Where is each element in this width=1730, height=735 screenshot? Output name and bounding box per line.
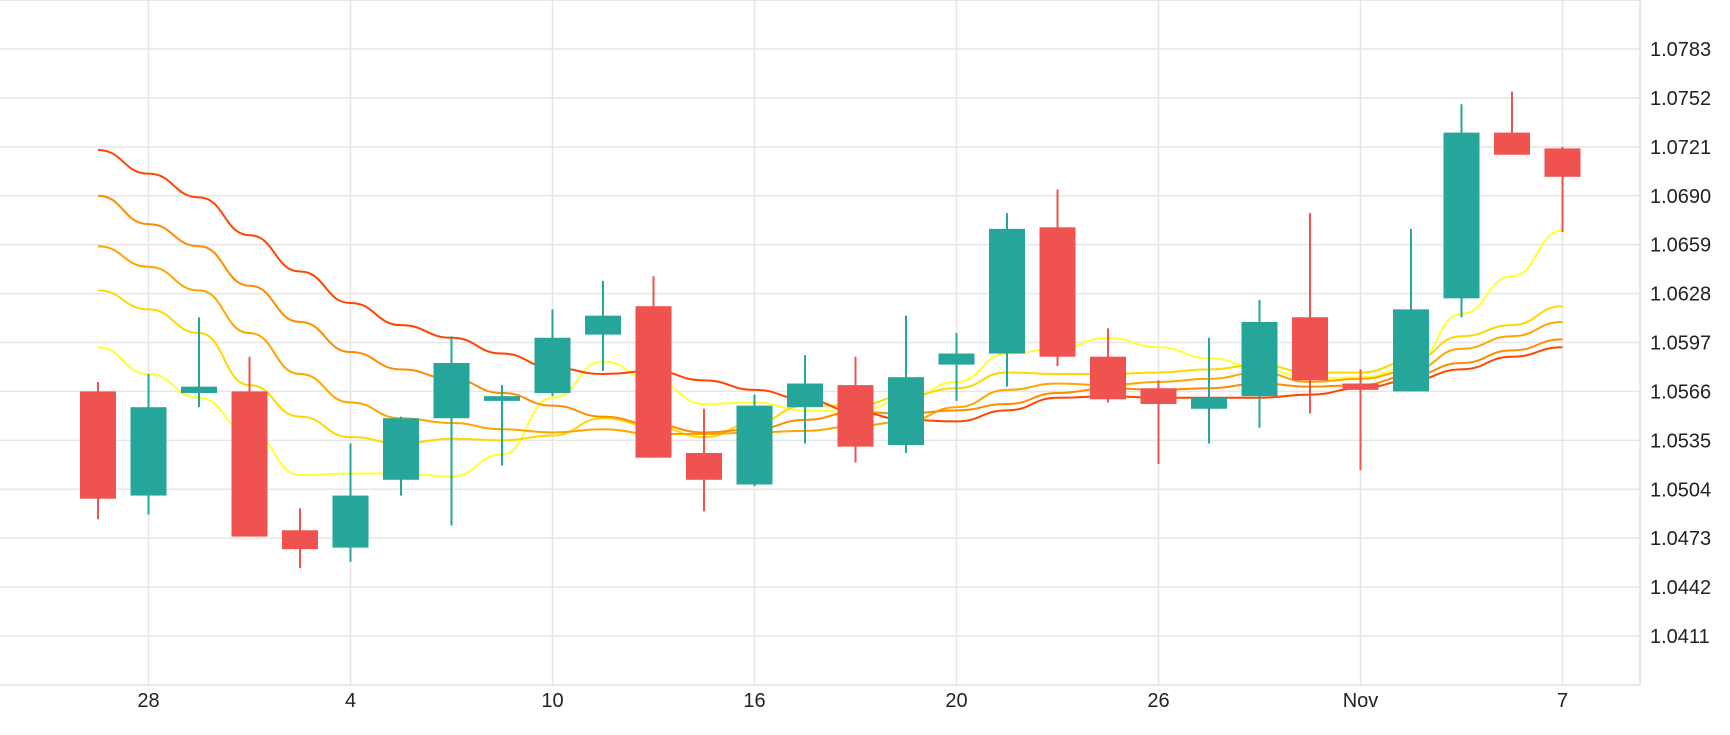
candle	[1140, 380, 1177, 465]
candle	[888, 315, 924, 453]
candle-body	[282, 530, 318, 550]
candle	[585, 280, 621, 371]
axes: 1.0783 1.0752 1.0721 1.0690 1.0659 1.0628 1.05…	[0, 0, 1711, 712]
candle	[534, 309, 571, 397]
candle-body	[1443, 132, 1480, 299]
candle	[635, 276, 672, 458]
candle	[332, 443, 369, 562]
candle	[1292, 213, 1328, 414]
candle	[1191, 337, 1227, 444]
candle	[787, 355, 823, 444]
candle	[80, 381, 116, 520]
moving-average-lines	[97, 148, 1563, 478]
candle	[837, 356, 874, 463]
y-tick-label: 1.0411	[1650, 626, 1710, 648]
candle	[1090, 328, 1126, 403]
candle-body	[686, 452, 722, 480]
candle	[1443, 104, 1480, 318]
candle	[181, 317, 217, 408]
x-tick-label: 20	[945, 690, 967, 712]
candle-body	[534, 337, 571, 393]
candle-body	[332, 495, 369, 548]
y-tick-label: 1.0783	[1650, 39, 1711, 61]
y-tick-label: 1.0628	[1650, 284, 1711, 306]
candle-body	[181, 386, 217, 393]
candle-body	[736, 405, 773, 485]
candle-body	[1393, 309, 1429, 392]
x-tick-label: Nov	[1343, 690, 1379, 712]
candle-body	[433, 363, 470, 419]
moving-average-line	[97, 245, 1563, 436]
candle-body	[383, 418, 419, 480]
candle-body	[1191, 397, 1227, 409]
candle-body	[989, 228, 1025, 354]
candle	[130, 374, 167, 515]
candle	[484, 385, 520, 466]
candle	[231, 356, 268, 537]
candle	[1494, 91, 1530, 155]
y-tick-label: 1.0535	[1650, 430, 1711, 452]
y-tick-label: 1.0690	[1650, 186, 1711, 208]
y-tick-label: 1.0659	[1650, 235, 1711, 257]
candle-body	[635, 306, 672, 458]
y-tick-label: 1.0442	[1650, 577, 1711, 599]
y-tick-label: 1.0566	[1650, 381, 1711, 403]
moving-average-line	[97, 229, 1563, 478]
candle-body	[585, 315, 621, 335]
candle	[433, 336, 470, 526]
candle	[282, 508, 318, 569]
candle-body	[1090, 356, 1126, 400]
candle-body	[1241, 321, 1278, 397]
y-tick-label: 1.0473	[1650, 528, 1711, 550]
y-tick-label: 1.0597	[1650, 333, 1711, 355]
candle-body	[484, 396, 520, 401]
candle	[1342, 369, 1379, 471]
y-tick-label: 1.0504	[1650, 479, 1711, 501]
candle-body	[1494, 132, 1530, 155]
grid	[0, 0, 1640, 685]
candle	[1544, 146, 1581, 233]
candle-body	[888, 377, 924, 446]
candles	[80, 91, 1581, 569]
candle	[1039, 189, 1076, 367]
moving-average-line	[97, 194, 1563, 434]
candle	[1393, 228, 1429, 392]
candle-body	[1140, 388, 1177, 405]
candle-body	[1292, 317, 1328, 381]
candle-body	[1342, 383, 1379, 390]
candle	[736, 394, 773, 487]
candle	[1241, 299, 1278, 428]
candle-body	[787, 383, 823, 408]
candle-body	[1039, 227, 1076, 357]
candle-body	[231, 391, 268, 537]
x-tick-label: 16	[743, 690, 765, 712]
x-tick-label: 26	[1147, 690, 1169, 712]
candle-body	[130, 407, 167, 496]
x-tick-label: 28	[137, 690, 159, 712]
x-tick-label: 10	[541, 690, 563, 712]
moving-average-line	[97, 289, 1563, 445]
x-tick-label: 4	[345, 690, 356, 712]
x-tick-label: 7	[1557, 690, 1568, 712]
candle-body	[1544, 148, 1581, 177]
y-tick-label: 1.0721	[1650, 137, 1711, 159]
candle	[686, 408, 722, 512]
candle	[989, 213, 1025, 387]
candle-body	[938, 353, 975, 365]
candle-body	[80, 391, 116, 499]
candle-body	[837, 385, 874, 447]
candle	[938, 333, 975, 401]
candle	[383, 416, 419, 496]
y-tick-label: 1.0752	[1650, 88, 1711, 110]
